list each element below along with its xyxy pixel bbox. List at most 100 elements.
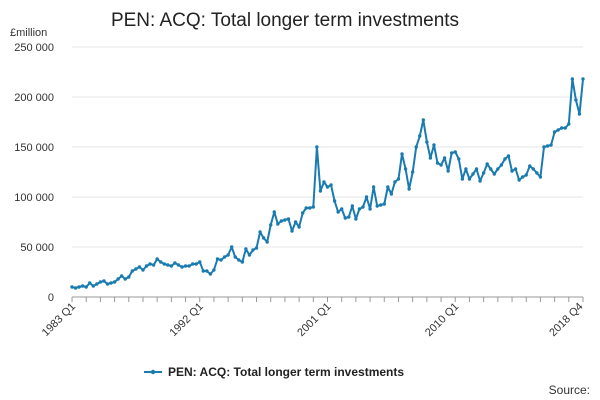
data-point	[503, 157, 507, 161]
data-point	[471, 172, 475, 176]
data-point	[552, 130, 557, 134]
data-point	[212, 268, 216, 272]
x-tick-label: 1983 Q1	[40, 301, 78, 339]
data-point	[166, 263, 170, 267]
data-point	[261, 236, 266, 240]
y-tick-label: 50 000	[20, 242, 54, 254]
data-point	[435, 161, 440, 165]
data-point	[290, 229, 294, 233]
data-point	[141, 268, 145, 272]
data-point	[162, 262, 166, 266]
data-point	[88, 281, 92, 285]
data-point	[432, 143, 436, 147]
data-point	[180, 265, 184, 269]
data-point	[375, 204, 379, 208]
data-point	[446, 169, 450, 173]
data-point	[286, 217, 291, 221]
data-point	[293, 220, 298, 224]
data-point	[357, 207, 362, 211]
data-point	[190, 262, 195, 266]
data-point	[478, 179, 482, 183]
data-point	[453, 150, 457, 154]
data-point	[208, 272, 213, 276]
data-point	[183, 264, 188, 268]
data-point	[247, 253, 252, 257]
data-point	[407, 187, 411, 191]
data-point	[538, 175, 543, 179]
data-point	[70, 285, 74, 289]
data-point	[169, 264, 174, 268]
data-point	[421, 118, 426, 122]
data-point	[542, 145, 546, 149]
series-line	[71, 78, 584, 289]
data-point	[109, 281, 113, 285]
x-tick-label: 2018 Q4	[547, 301, 585, 339]
data-point	[325, 185, 330, 189]
data-point	[137, 265, 142, 269]
data-point	[148, 262, 152, 266]
data-point	[364, 195, 369, 199]
data-point	[116, 277, 120, 281]
data-point	[73, 286, 78, 290]
data-point	[393, 180, 397, 184]
y-tick-label: 200 000	[14, 92, 54, 104]
data-point	[194, 262, 198, 266]
data-point	[151, 263, 156, 267]
plot-area	[70, 77, 585, 290]
data-point	[134, 267, 138, 271]
legend-label: PEN: ACQ: Total longer term investments	[168, 365, 404, 379]
data-point	[176, 263, 181, 267]
y-axis-ticks: 0 50 000 100 000 150 000 200 000 250 000	[14, 42, 54, 304]
data-point	[496, 167, 500, 171]
data-point	[254, 246, 259, 250]
data-point	[464, 167, 468, 171]
y-tick-label: 100 000	[14, 192, 54, 204]
data-point	[506, 154, 511, 158]
chart-title: PEN: ACQ: Total longer term investments	[111, 10, 459, 31]
data-point	[77, 285, 81, 289]
data-point	[265, 240, 269, 244]
data-point	[251, 248, 255, 252]
data-point	[560, 126, 564, 130]
data-point	[237, 258, 241, 262]
data-point	[368, 207, 372, 211]
x-tick-label: 2010 Q1	[423, 301, 461, 339]
data-point	[499, 163, 504, 167]
data-point	[215, 257, 220, 261]
data-point	[187, 264, 191, 268]
data-point	[130, 269, 135, 273]
data-point	[481, 171, 486, 175]
data-point	[304, 206, 308, 210]
data-point	[400, 152, 404, 156]
data-point	[574, 98, 578, 102]
data-point	[159, 260, 163, 264]
data-point	[520, 175, 525, 179]
data-point	[95, 282, 99, 286]
data-point	[347, 215, 351, 219]
y-axis-unit-label: £million	[10, 27, 47, 39]
data-point	[201, 269, 205, 273]
x-axis: 1983 Q1 1992 Q1 2001 Q1 2010 Q1 2018 Q4	[40, 296, 586, 339]
data-point	[308, 206, 312, 210]
data-point	[425, 140, 429, 144]
data-point	[474, 167, 479, 171]
data-point	[428, 156, 433, 160]
data-point	[567, 122, 571, 126]
data-point	[283, 218, 287, 222]
data-point	[258, 230, 262, 234]
data-point	[311, 205, 316, 209]
legend-marker-swatch	[150, 369, 156, 375]
data-point	[269, 223, 273, 227]
data-point	[315, 145, 319, 149]
data-point	[396, 177, 401, 181]
data-point	[442, 156, 447, 160]
data-point	[119, 274, 124, 278]
data-point	[102, 279, 106, 283]
data-point	[112, 280, 117, 284]
data-point	[354, 217, 358, 221]
data-point	[240, 260, 245, 264]
data-point	[439, 163, 443, 167]
data-point	[535, 171, 539, 175]
gridlines	[72, 46, 583, 248]
